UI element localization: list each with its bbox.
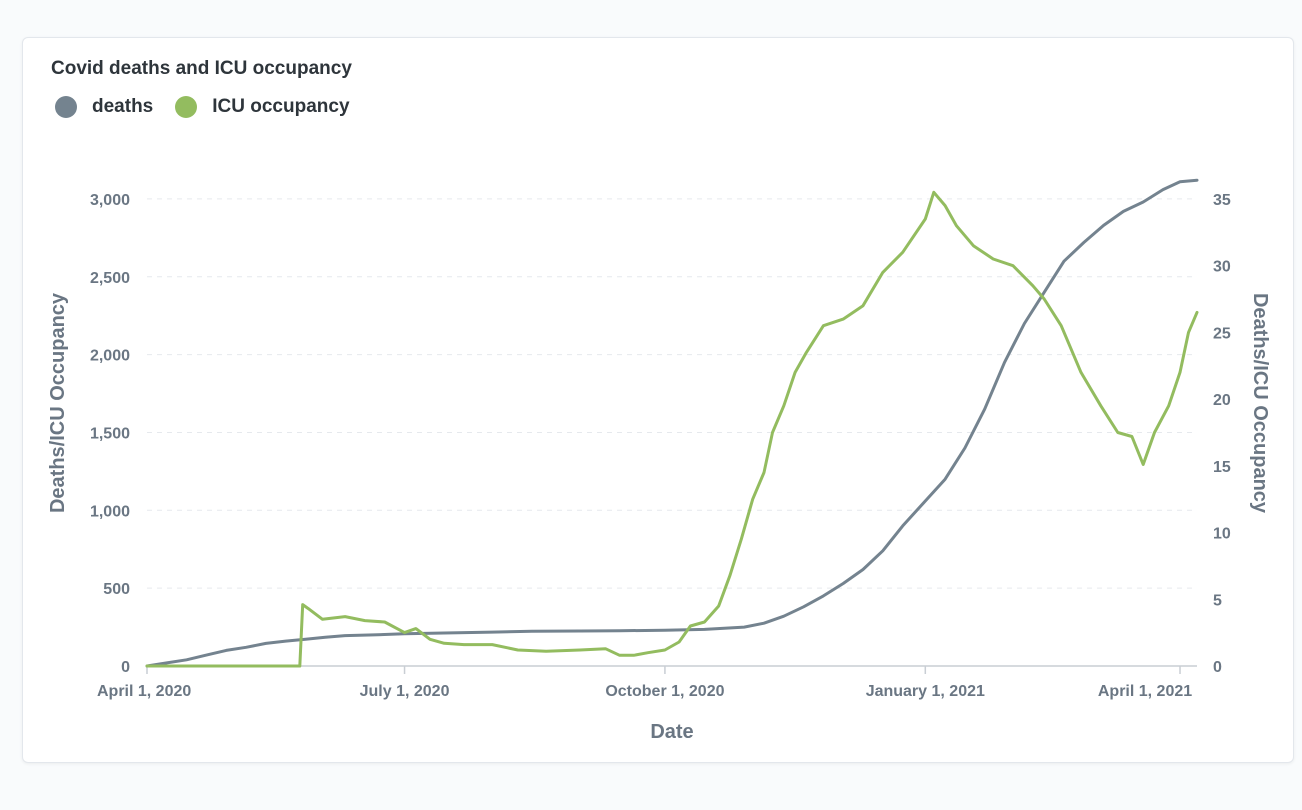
y-right-tick-label: 35 bbox=[1213, 192, 1231, 209]
series-line-deaths bbox=[145, 178, 1199, 668]
chart-title: Covid deaths and ICU occupancy bbox=[51, 58, 352, 79]
legend-dot-icu bbox=[175, 96, 198, 118]
legend: deaths ICU occupancy bbox=[55, 96, 372, 118]
series-line-icu-occupancy bbox=[145, 190, 1199, 668]
y-right-tick-label: 10 bbox=[1213, 526, 1231, 543]
y-left-tick-label: 1,500 bbox=[90, 425, 130, 442]
x-tick-label: April 1, 2021 bbox=[1098, 683, 1192, 700]
y-left-tick-label: 0 bbox=[121, 659, 130, 676]
y-left-tick-label: 2,000 bbox=[90, 348, 130, 365]
x-tick-label: April 1, 2020 bbox=[97, 683, 191, 700]
y-left-axis-title: Deaths/ICU Occupancy bbox=[47, 292, 69, 513]
y-right-axis-title: Deaths/ICU Occupancy bbox=[1249, 293, 1271, 514]
x-tick-label: October 1, 2020 bbox=[605, 683, 724, 700]
x-axis-title: Date bbox=[650, 721, 693, 743]
y-right-tick-label: 20 bbox=[1213, 392, 1231, 409]
y-left-tick-label: 1,000 bbox=[90, 503, 130, 520]
y-left-tick-label: 2,500 bbox=[90, 270, 130, 287]
y-right-tick-label: 15 bbox=[1213, 459, 1231, 476]
legend-label-deaths: deaths bbox=[92, 96, 154, 117]
y-left-tick-label: 3,000 bbox=[90, 192, 130, 209]
x-tick-label: January 1, 2021 bbox=[866, 683, 985, 700]
y-right-tick-label: 5 bbox=[1213, 592, 1222, 609]
chart-card bbox=[22, 37, 1294, 763]
legend-item-deaths[interactable]: deaths bbox=[55, 96, 153, 118]
y-right-tick-label: 0 bbox=[1213, 659, 1222, 676]
legend-item-icu[interactable]: ICU occupancy bbox=[175, 96, 350, 118]
y-right-tick-label: 25 bbox=[1213, 325, 1231, 342]
legend-dot-deaths bbox=[55, 96, 77, 118]
y-right-tick-label: 30 bbox=[1213, 259, 1231, 276]
x-tick-label: July 1, 2020 bbox=[360, 683, 450, 700]
y-left-tick-label: 500 bbox=[103, 581, 130, 598]
legend-label-icu: ICU occupancy bbox=[212, 96, 350, 117]
